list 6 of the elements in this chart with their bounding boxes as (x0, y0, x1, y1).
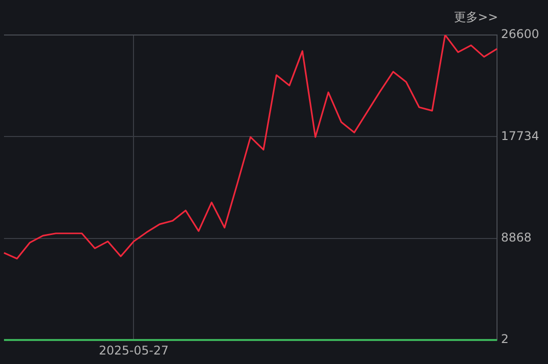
text: 更多>> (454, 9, 498, 26)
y-tick-label: 2 (501, 332, 509, 346)
y-tick-label: 17734 (501, 128, 540, 143)
y-tick-label: 8868 (501, 230, 532, 244)
y-tick-label: 26600 (501, 27, 540, 42)
x-tick-label: 2025-05-27 (98, 343, 169, 358)
